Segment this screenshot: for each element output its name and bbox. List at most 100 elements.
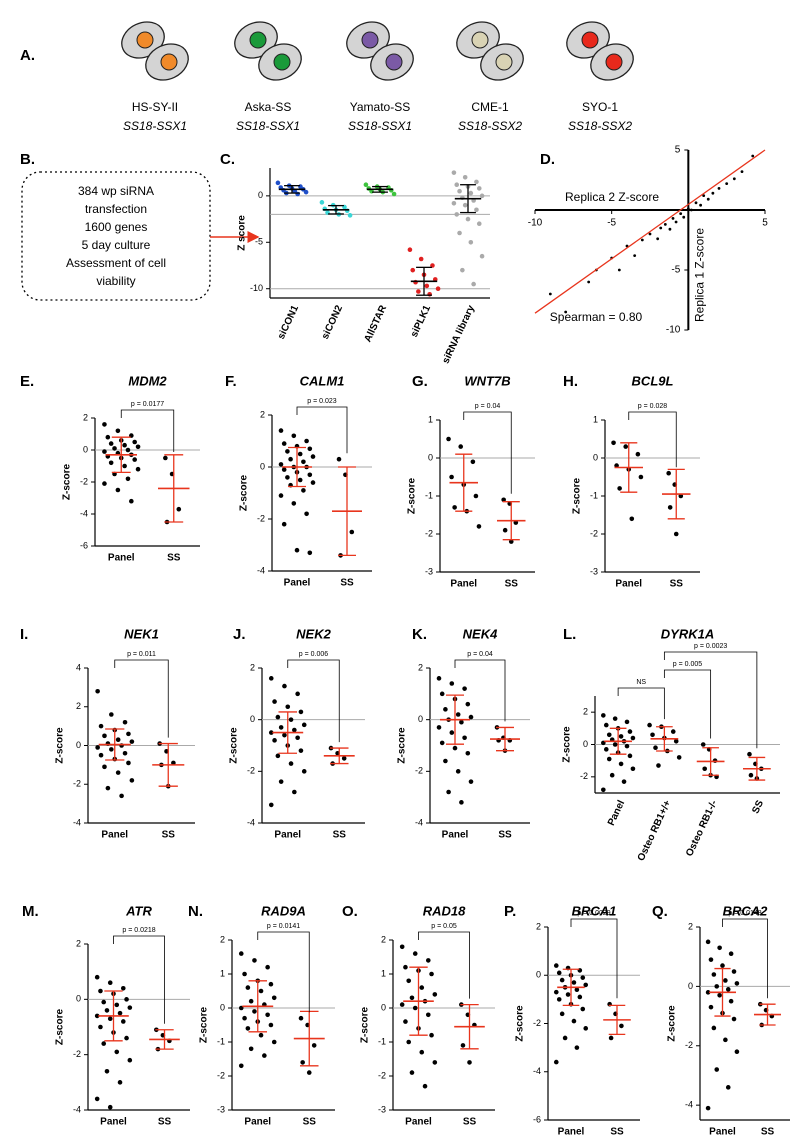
dot xyxy=(238,951,244,956)
dot xyxy=(281,521,287,527)
dot xyxy=(571,1018,577,1024)
dot xyxy=(471,281,476,287)
dot xyxy=(298,748,304,753)
dot xyxy=(608,1035,614,1041)
y-tick-label: -4 xyxy=(80,508,88,518)
dot xyxy=(624,719,630,725)
dot xyxy=(319,200,325,205)
dot xyxy=(725,1085,731,1090)
p-value: NS xyxy=(636,679,646,686)
dot xyxy=(666,470,671,476)
dot xyxy=(580,975,586,980)
dot xyxy=(470,459,476,465)
annotation: Spearman = 0.80 xyxy=(550,310,643,324)
dot xyxy=(577,994,583,1000)
p-value: p = 0.023 xyxy=(307,398,336,405)
dot xyxy=(601,787,606,793)
comparison-bracket xyxy=(454,659,506,722)
dot xyxy=(399,1002,405,1007)
point xyxy=(659,226,663,230)
comparison-bracket xyxy=(463,411,512,494)
y-tick-label: -4 xyxy=(73,817,81,827)
point xyxy=(732,177,736,181)
dot xyxy=(278,462,284,467)
dot xyxy=(700,742,706,747)
cell-line-name: Aska-SS xyxy=(245,100,292,114)
panel-letter: K. xyxy=(412,626,427,643)
dot xyxy=(609,772,615,778)
dot xyxy=(120,1019,126,1024)
dot xyxy=(303,189,309,195)
y-tick-label: -2 xyxy=(247,766,255,776)
dot xyxy=(439,691,445,697)
y-tick-label: 1 xyxy=(428,414,433,424)
dot xyxy=(462,202,468,208)
dot xyxy=(132,439,137,445)
x-tick-label: 5 xyxy=(762,218,768,229)
dot xyxy=(129,498,134,504)
cell-line-fusion: SS18-SSX1 xyxy=(348,119,412,133)
dot xyxy=(281,441,287,446)
dot xyxy=(412,1005,418,1011)
p-value: p = 0.04 xyxy=(475,403,501,410)
y-tick-label: 2 xyxy=(583,707,588,717)
dot xyxy=(98,723,104,729)
dot xyxy=(115,737,121,742)
point xyxy=(725,182,729,186)
dot xyxy=(446,436,451,442)
y-axis-label: Z score xyxy=(237,215,248,251)
nucleus xyxy=(495,53,513,71)
dot xyxy=(245,1026,251,1031)
y-tick-label: -10 xyxy=(666,325,681,336)
point xyxy=(640,238,644,242)
dot xyxy=(301,722,307,728)
dot xyxy=(278,428,284,433)
x-tick-label: SS xyxy=(670,579,684,590)
y-tick-label: -2 xyxy=(415,766,423,776)
dot xyxy=(301,459,306,465)
dot xyxy=(465,216,471,222)
dot xyxy=(242,1015,247,1021)
dot xyxy=(705,1105,711,1111)
x-tick-label: Panel xyxy=(606,799,627,828)
dot xyxy=(288,456,293,462)
dot xyxy=(120,985,126,991)
dot xyxy=(747,751,752,757)
dot xyxy=(409,995,415,1001)
dot xyxy=(288,761,294,766)
dot xyxy=(114,1049,120,1055)
y-tick-label: 2 xyxy=(260,409,265,419)
dot xyxy=(638,474,644,480)
dot xyxy=(443,707,448,712)
dot xyxy=(275,753,281,759)
y-tick-label: 1 xyxy=(381,968,386,978)
dot xyxy=(262,1053,267,1058)
y-tick-label: -2 xyxy=(217,1070,225,1080)
dot xyxy=(291,433,297,439)
y-tick-label: 2 xyxy=(418,662,423,672)
dot xyxy=(606,732,612,738)
protocol-line: Assessment of cell xyxy=(66,256,166,270)
dot xyxy=(454,212,460,217)
y-tick-label: -5 xyxy=(671,265,680,276)
dot xyxy=(122,463,127,469)
dot xyxy=(436,676,442,681)
dot xyxy=(271,1039,277,1045)
dot xyxy=(115,487,121,493)
dot xyxy=(307,472,313,478)
x-tick-label: SS xyxy=(761,1127,775,1138)
dot xyxy=(462,686,467,691)
dot xyxy=(468,779,474,784)
dot xyxy=(603,747,609,752)
dot xyxy=(252,958,257,963)
panel-letter: H. xyxy=(563,373,578,390)
y-axis-label: Z-score xyxy=(667,1005,678,1042)
dot xyxy=(406,1039,412,1045)
y-tick-label: -1 xyxy=(378,1036,386,1046)
dot xyxy=(298,1015,304,1021)
point xyxy=(694,201,698,205)
dot xyxy=(291,501,297,506)
dot xyxy=(117,1080,123,1085)
y-tick-label: -2 xyxy=(580,771,588,781)
dot xyxy=(725,987,731,992)
